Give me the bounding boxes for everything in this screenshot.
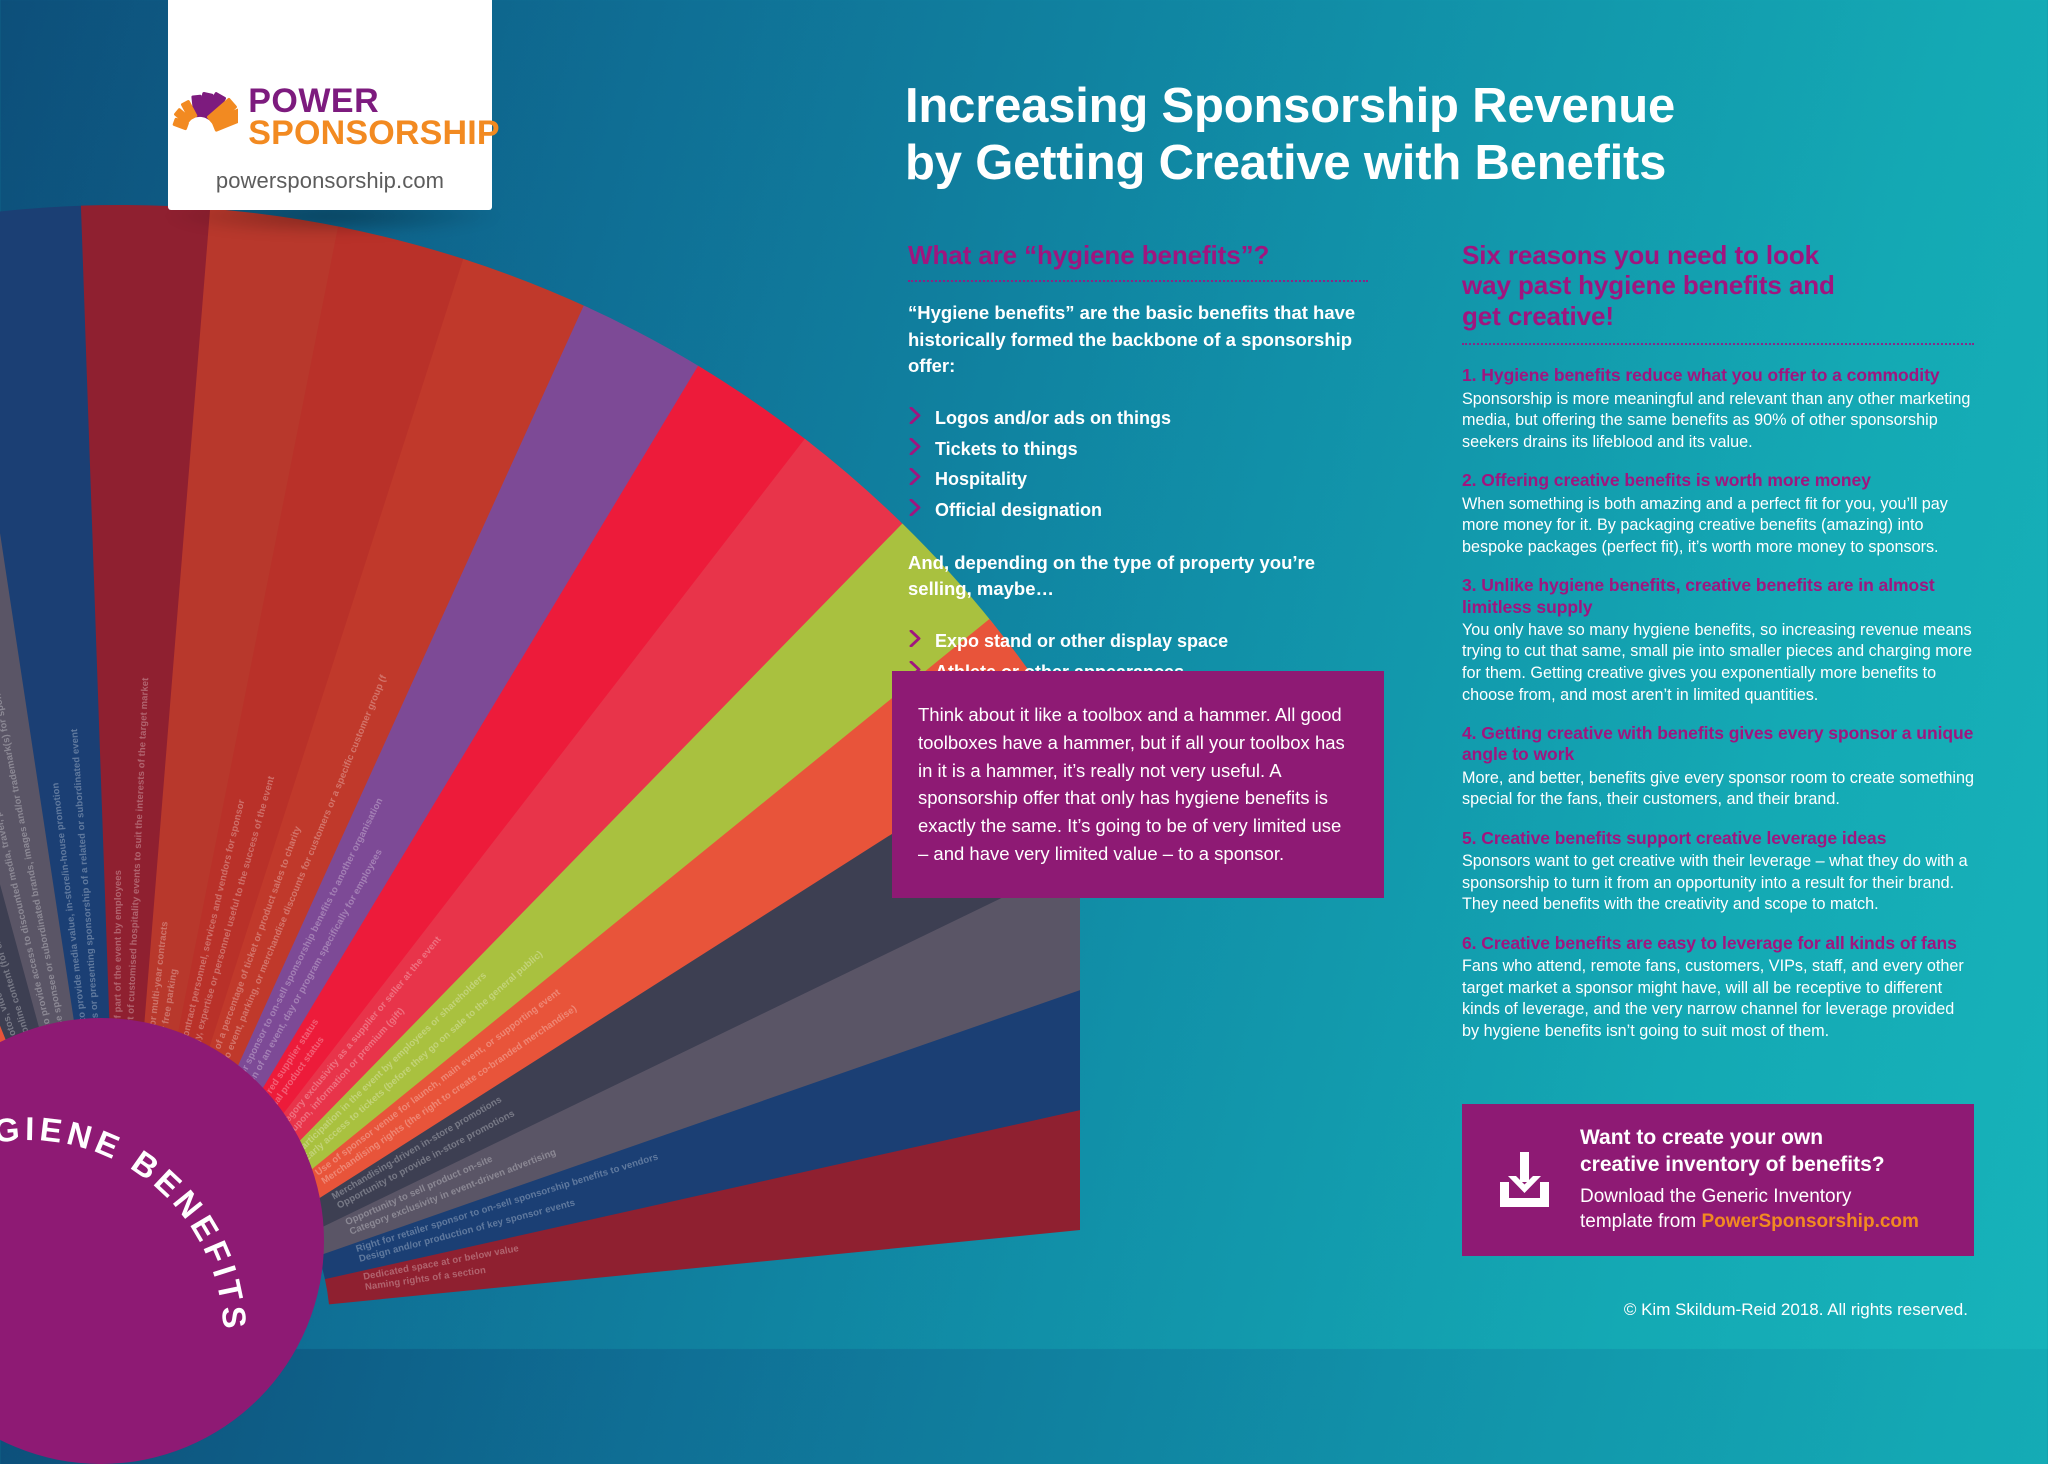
chevron-right-icon xyxy=(909,630,922,647)
logo-wordmark: POWER SPONSORSHIP xyxy=(248,86,500,149)
fan-wedge xyxy=(0,205,114,1117)
fan-wedge-label: Category exclusivity in event-driven adv… xyxy=(348,1147,558,1238)
sunburst-icon xyxy=(160,81,238,155)
reason-body: More, and better, benefits give every sp… xyxy=(1462,768,1974,811)
reason-item: 5. Creative benefits support creative le… xyxy=(1462,828,1974,916)
power-sponsorship-logo[interactable]: POWER SPONSORSHIP powersponsorship.com xyxy=(168,0,492,210)
logo-row: POWER SPONSORSHIP xyxy=(160,81,500,155)
fan-wedge-label: Naming rights of a section xyxy=(364,1265,486,1293)
hygiene-bullet-item: Logos and/or ads on things xyxy=(908,405,1368,432)
reason-item: 3. Unlike hygiene benefits, creative ben… xyxy=(1462,575,1974,706)
page-title: Increasing Sponsorship Revenue by Gettin… xyxy=(905,78,1905,192)
reason-body: You only have so many hygiene benefits, … xyxy=(1462,620,1974,706)
fan-wedge xyxy=(248,439,907,1176)
reasons-list: 1. Hygiene benefits reduce what you offe… xyxy=(1462,365,1974,1042)
chevron-right-icon xyxy=(909,407,922,424)
reason-body: Sponsors want to get creative with their… xyxy=(1462,851,1974,916)
fan-wedge-label: Design and/or production of key sponsor … xyxy=(358,1197,577,1264)
toolbox-callout-box: Think about it like a toolbox and a hamm… xyxy=(892,671,1384,898)
fan-wedge-label: Opportunity to sell product on-site xyxy=(344,1154,495,1228)
spacer xyxy=(908,602,1368,628)
bullet-label: Expo stand or other display space xyxy=(935,631,1228,651)
cta-heading: Want to create your own creative invento… xyxy=(1580,1125,1919,1178)
fan-wedge xyxy=(325,1080,1080,1304)
fan-wedge xyxy=(137,209,345,1120)
fan-wedge-label: Merchandising-driven in-store promotions xyxy=(330,1094,504,1202)
divider-dotted xyxy=(908,280,1368,282)
fan-wedge-label: License to use sponsee or subordinated b… xyxy=(0,626,77,1083)
page-title-line2: by Getting Creative with Benefits xyxy=(905,135,1905,192)
fan-wedge xyxy=(318,956,1080,1280)
cta-body: Download the Generic Inventory template … xyxy=(1580,1185,1919,1234)
hygiene-benefits-label-svg: HYGIENE BENEFITS xyxy=(0,1018,324,1464)
fan-wedge xyxy=(0,283,43,1140)
fan-wedge xyxy=(0,243,66,1131)
fan-wedge xyxy=(267,524,994,1194)
chevron-right-icon xyxy=(909,499,922,516)
download-icon xyxy=(1490,1146,1558,1214)
fan-wedge xyxy=(184,259,590,1134)
fan-wedge xyxy=(161,226,470,1125)
six-reasons-heading-line2: way past hygiene benefits and xyxy=(1462,270,1835,300)
fan-wedge-label: Dedicated space at or below value xyxy=(362,1243,519,1283)
reason-body: When something is both amazing and a per… xyxy=(1462,494,1974,559)
fan-wedge xyxy=(81,205,217,1116)
fan-wedge-label: Early access to tickets (before they go … xyxy=(301,949,545,1164)
reason-title: 4. Getting creative with benefits gives … xyxy=(1462,723,1974,766)
reason-body: Sponsorship is more meaningful and relev… xyxy=(1462,389,1974,454)
fan-wedge-label: Use of sponsor venue for launch, main ev… xyxy=(313,987,563,1179)
hygiene-bullet-item: Tickets to things xyxy=(908,436,1368,463)
cta-heading-line1: Want to create your own xyxy=(1580,1126,1823,1149)
fan-wedge-label: Right for retailer sponsor to on-sell sp… xyxy=(355,1151,660,1254)
spacer xyxy=(908,528,1368,550)
six-reasons-heading: Six reasons you need to look way past hy… xyxy=(1462,240,1974,331)
chevron-right-icon xyxy=(909,468,922,485)
six-reasons-heading-line3: get creative! xyxy=(1462,301,1614,331)
cta-text-block: Want to create your own creative invento… xyxy=(1580,1125,1919,1235)
reason-title: 6. Creative benefits are easy to leverag… xyxy=(1462,933,1974,954)
logo-url-text: powersponsorship.com xyxy=(216,168,444,194)
bullet-label: Hospitality xyxy=(935,469,1027,489)
cta-brand-link[interactable]: PowerSponsorship.com xyxy=(1701,1211,1918,1232)
hygiene-intro-text: “Hygiene benefits” are the basic benefit… xyxy=(908,300,1368,379)
download-cta-box[interactable]: Want to create your own creative invento… xyxy=(1462,1104,1974,1256)
fan-wedge-label: Merchandising rights (the right to creat… xyxy=(320,1003,579,1187)
hygiene-bullet-item: Hospitality xyxy=(908,466,1368,493)
reason-title: 1. Hygiene benefits reduce what you offe… xyxy=(1462,365,1974,386)
cta-body-line1: Download the Generic Inventory xyxy=(1580,1186,1851,1207)
fan-wedge-label: Opportunity to provide in-store promotio… xyxy=(335,1108,516,1211)
reason-title: 3. Unlike hygiene benefits, creative ben… xyxy=(1462,575,1974,618)
reason-body: Fans who attend, remote fans, customers,… xyxy=(1462,956,1974,1042)
reason-item: 1. Hygiene benefits reduce what you offe… xyxy=(1462,365,1974,453)
hygiene-column-heading: What are “hygiene benefits”? xyxy=(908,240,1368,270)
logo-sponsorship-text: SPONSORSHIP xyxy=(248,118,500,150)
hygiene-bullet-list: Logos and/or ads on things Tickets to thi… xyxy=(908,405,1368,524)
bullet-label: Official designation xyxy=(935,500,1102,520)
six-reasons-heading-line1: Six reasons you need to look xyxy=(1462,240,1819,270)
bullet-label: Logos and/or ads on things xyxy=(935,408,1171,428)
hygiene-intro-text-2: And, depending on the type of property y… xyxy=(908,550,1368,603)
hygiene-bullet-item: Official designation xyxy=(908,497,1368,524)
spacer xyxy=(908,379,1368,405)
infographic-canvas: Donation of a percentage of ticket or pr… xyxy=(0,0,2048,1349)
copyright-text: © Kim Skildum-Reid 2018. All rights rese… xyxy=(1462,1300,1974,1320)
cta-heading-line2: creative inventory of benefits? xyxy=(1580,1153,1885,1176)
bullet-label: Tickets to things xyxy=(935,439,1078,459)
cta-body-line2-prefix: template from xyxy=(1580,1211,1701,1232)
hygiene-benefits-label: HYGIENE BENEFITS xyxy=(0,1110,254,1334)
fan-wedge xyxy=(0,217,90,1123)
reason-title: 2. Offering creative benefits is worth m… xyxy=(1462,470,1974,491)
reason-item: 4. Getting creative with benefits gives … xyxy=(1462,723,1974,811)
divider-dotted xyxy=(1462,343,1974,345)
fan-wedge xyxy=(309,837,1080,1257)
hygiene-bullet-item-2: Expo stand or other display space xyxy=(908,628,1368,655)
page-title-line1: Increasing Sponsorship Revenue xyxy=(905,78,1905,135)
chevron-right-icon xyxy=(909,438,922,455)
reason-item: 6. Creative benefits are easy to leverag… xyxy=(1462,933,1974,1043)
reason-item: 2. Offering creative benefits is worth m… xyxy=(1462,470,1974,558)
six-reasons-column: Six reasons you need to look way past hy… xyxy=(1462,240,1974,1059)
reason-title: 5. Creative benefits support creative le… xyxy=(1462,828,1974,849)
hygiene-benefits-column: What are “hygiene benefits”? “Hygiene be… xyxy=(908,240,1368,689)
